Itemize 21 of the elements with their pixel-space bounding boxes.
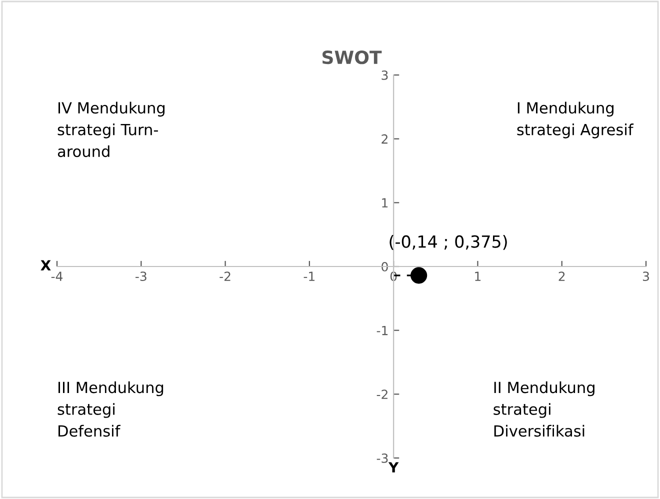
- y-tick-label: -3: [376, 453, 388, 463]
- annotation: II Mendukung strategi Diversifikasi: [494, 381, 594, 437]
- annotation: (-0,14 ; 0,375): [390, 235, 507, 250]
- y-tick-label: 1: [382, 198, 388, 208]
- x-tick-label: -1: [304, 272, 315, 281]
- annotation: IV Mendukung strategi Turn- around: [58, 102, 165, 158]
- y-tick-label: -1: [376, 326, 388, 336]
- annotation: I Mendukung strategi Agresif: [517, 102, 634, 138]
- y-tick-label: 3: [382, 70, 388, 80]
- y-tick-label: 2: [382, 134, 388, 144]
- x-tick-label: 3: [642, 272, 649, 282]
- annotation: III Mendukung strategi Defensif: [58, 381, 164, 437]
- x-tick-label: 2: [558, 272, 565, 281]
- x-tick-label: -3: [136, 272, 146, 282]
- x-tick-label: 1: [475, 272, 481, 281]
- y-tick-label: -2: [376, 390, 388, 399]
- x-tick-label: -4: [51, 272, 63, 281]
- x-tick-label: -2: [220, 272, 230, 281]
- chart-title: SWOT: [322, 50, 382, 64]
- text: Y: [388, 462, 399, 472]
- text: X: [40, 260, 51, 270]
